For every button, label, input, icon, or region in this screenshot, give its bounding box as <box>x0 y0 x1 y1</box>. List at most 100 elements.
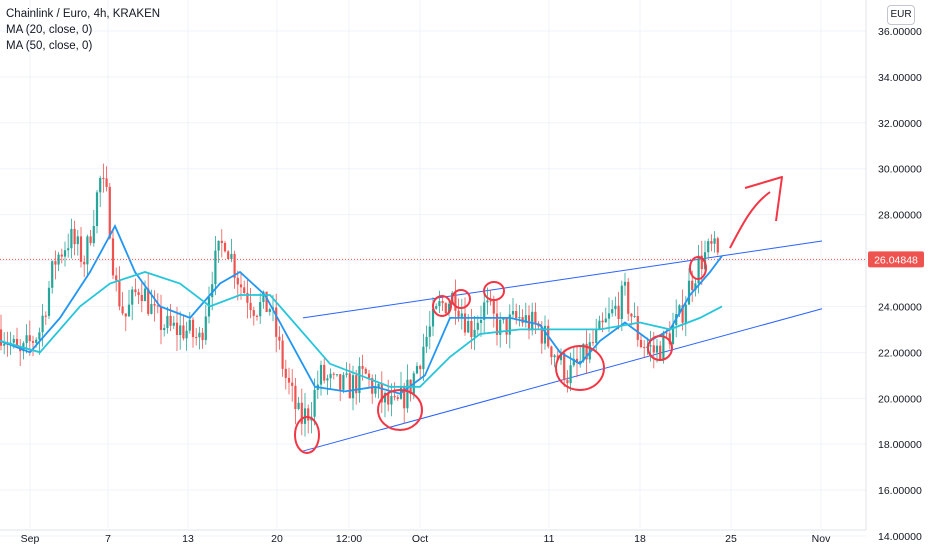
candle-body <box>579 361 582 363</box>
candle-body <box>700 255 703 270</box>
candle-body <box>697 255 700 284</box>
candle-body <box>227 251 230 260</box>
currency-button[interactable]: EUR <box>887 5 915 25</box>
candle-body <box>486 300 489 303</box>
candle-body <box>607 313 611 319</box>
candle-body <box>121 306 124 314</box>
candle-body <box>185 330 188 339</box>
candle-body <box>611 309 614 314</box>
candle-body <box>47 287 51 316</box>
candle-body <box>639 339 643 348</box>
y-tick-label: 16.00000 <box>878 485 922 497</box>
x-tick-label: 11 <box>544 533 555 545</box>
candle-body <box>169 315 172 326</box>
ma20-legend[interactable]: MA (20, close, 0) <box>6 24 93 36</box>
candle-body <box>540 326 543 344</box>
candle-body <box>518 317 521 319</box>
ma20-line <box>0 224 723 395</box>
hand-circle <box>451 289 471 309</box>
candle-body <box>691 280 694 290</box>
candle-body <box>393 396 396 398</box>
ma50-legend[interactable]: MA (50, close, 0) <box>6 40 93 52</box>
candle-body <box>297 402 300 409</box>
candle-body <box>489 300 492 302</box>
candle-body <box>585 343 588 360</box>
x-tick-label: 20 <box>271 533 283 545</box>
candle-body <box>323 364 326 381</box>
candle-body <box>403 387 406 409</box>
candle-body <box>495 313 499 335</box>
candle-body <box>246 292 249 303</box>
candle-body <box>326 378 329 381</box>
y-tick-label: 18.00000 <box>878 439 922 451</box>
candle-body <box>255 315 259 317</box>
y-tick-label: 14.00000 <box>878 531 922 543</box>
candle-body <box>214 250 217 285</box>
candle-body <box>0 329 3 346</box>
candle-body <box>188 319 191 331</box>
candle-body <box>95 192 99 226</box>
candle-body <box>633 315 636 317</box>
candle-body <box>73 228 76 245</box>
candle-body <box>572 358 575 366</box>
candle-body <box>329 373 332 379</box>
candle-body <box>172 322 175 326</box>
candle-body <box>118 280 121 307</box>
candle-body <box>147 288 150 314</box>
candle-body <box>425 336 428 347</box>
channel-upper-line <box>302 240 823 319</box>
candle-body <box>28 335 31 342</box>
candle-body <box>598 320 601 330</box>
candle-body <box>70 228 73 249</box>
candle-body <box>492 300 495 314</box>
candle-body <box>367 373 371 379</box>
hand-circle <box>689 256 707 280</box>
candle-body <box>575 358 579 363</box>
candle-body <box>668 333 671 345</box>
candle-body <box>444 303 447 314</box>
candle-body <box>617 305 620 319</box>
candle-body <box>124 313 127 317</box>
candle-body <box>652 345 655 353</box>
candle-body <box>342 374 345 390</box>
y-tick-label: 34.00000 <box>878 72 922 84</box>
candle-body <box>207 297 211 317</box>
y-tick-label: 22.00000 <box>878 347 922 359</box>
candle-body <box>313 389 316 417</box>
candle-body <box>684 304 687 323</box>
symbol-legend[interactable]: Chainlink / Euro, 4h, KRAKEN <box>6 8 161 20</box>
candle-body <box>358 366 361 394</box>
candle-body <box>620 285 623 319</box>
candle-body <box>438 301 441 307</box>
candle-body <box>476 322 479 330</box>
grid-lines <box>0 0 866 537</box>
candle-body <box>463 313 467 333</box>
candle-body <box>422 346 425 370</box>
candle-body <box>499 319 502 335</box>
x-tick-label: Oct <box>412 533 428 545</box>
y-tick-label: 24.00000 <box>878 301 922 313</box>
candle-body <box>454 292 457 311</box>
candle-body <box>681 305 684 323</box>
candle-body <box>265 291 268 312</box>
candle-body <box>483 302 486 320</box>
candle-body <box>127 304 131 317</box>
candle-body <box>223 243 227 252</box>
candle-body <box>287 377 291 383</box>
candle-body <box>217 240 220 251</box>
candle-body <box>441 301 444 304</box>
candle-body <box>713 238 716 244</box>
up-arrow-shaft <box>729 191 771 249</box>
candle-body <box>259 302 262 317</box>
candle-body <box>319 364 323 385</box>
candle-body <box>67 248 70 251</box>
candle-body <box>415 365 419 374</box>
candle-body <box>191 319 195 338</box>
candle-body <box>671 324 675 345</box>
price-axis[interactable]: 14.00000 16.00000 18.00000 20.00000 22.00000… <box>865 0 924 543</box>
candle-body <box>150 304 153 314</box>
candle-body <box>220 240 223 244</box>
time-axis[interactable]: Sep 7 13 20 12:00 Oct 11 18 25 Nov <box>0 529 866 545</box>
candle-body <box>300 402 303 424</box>
